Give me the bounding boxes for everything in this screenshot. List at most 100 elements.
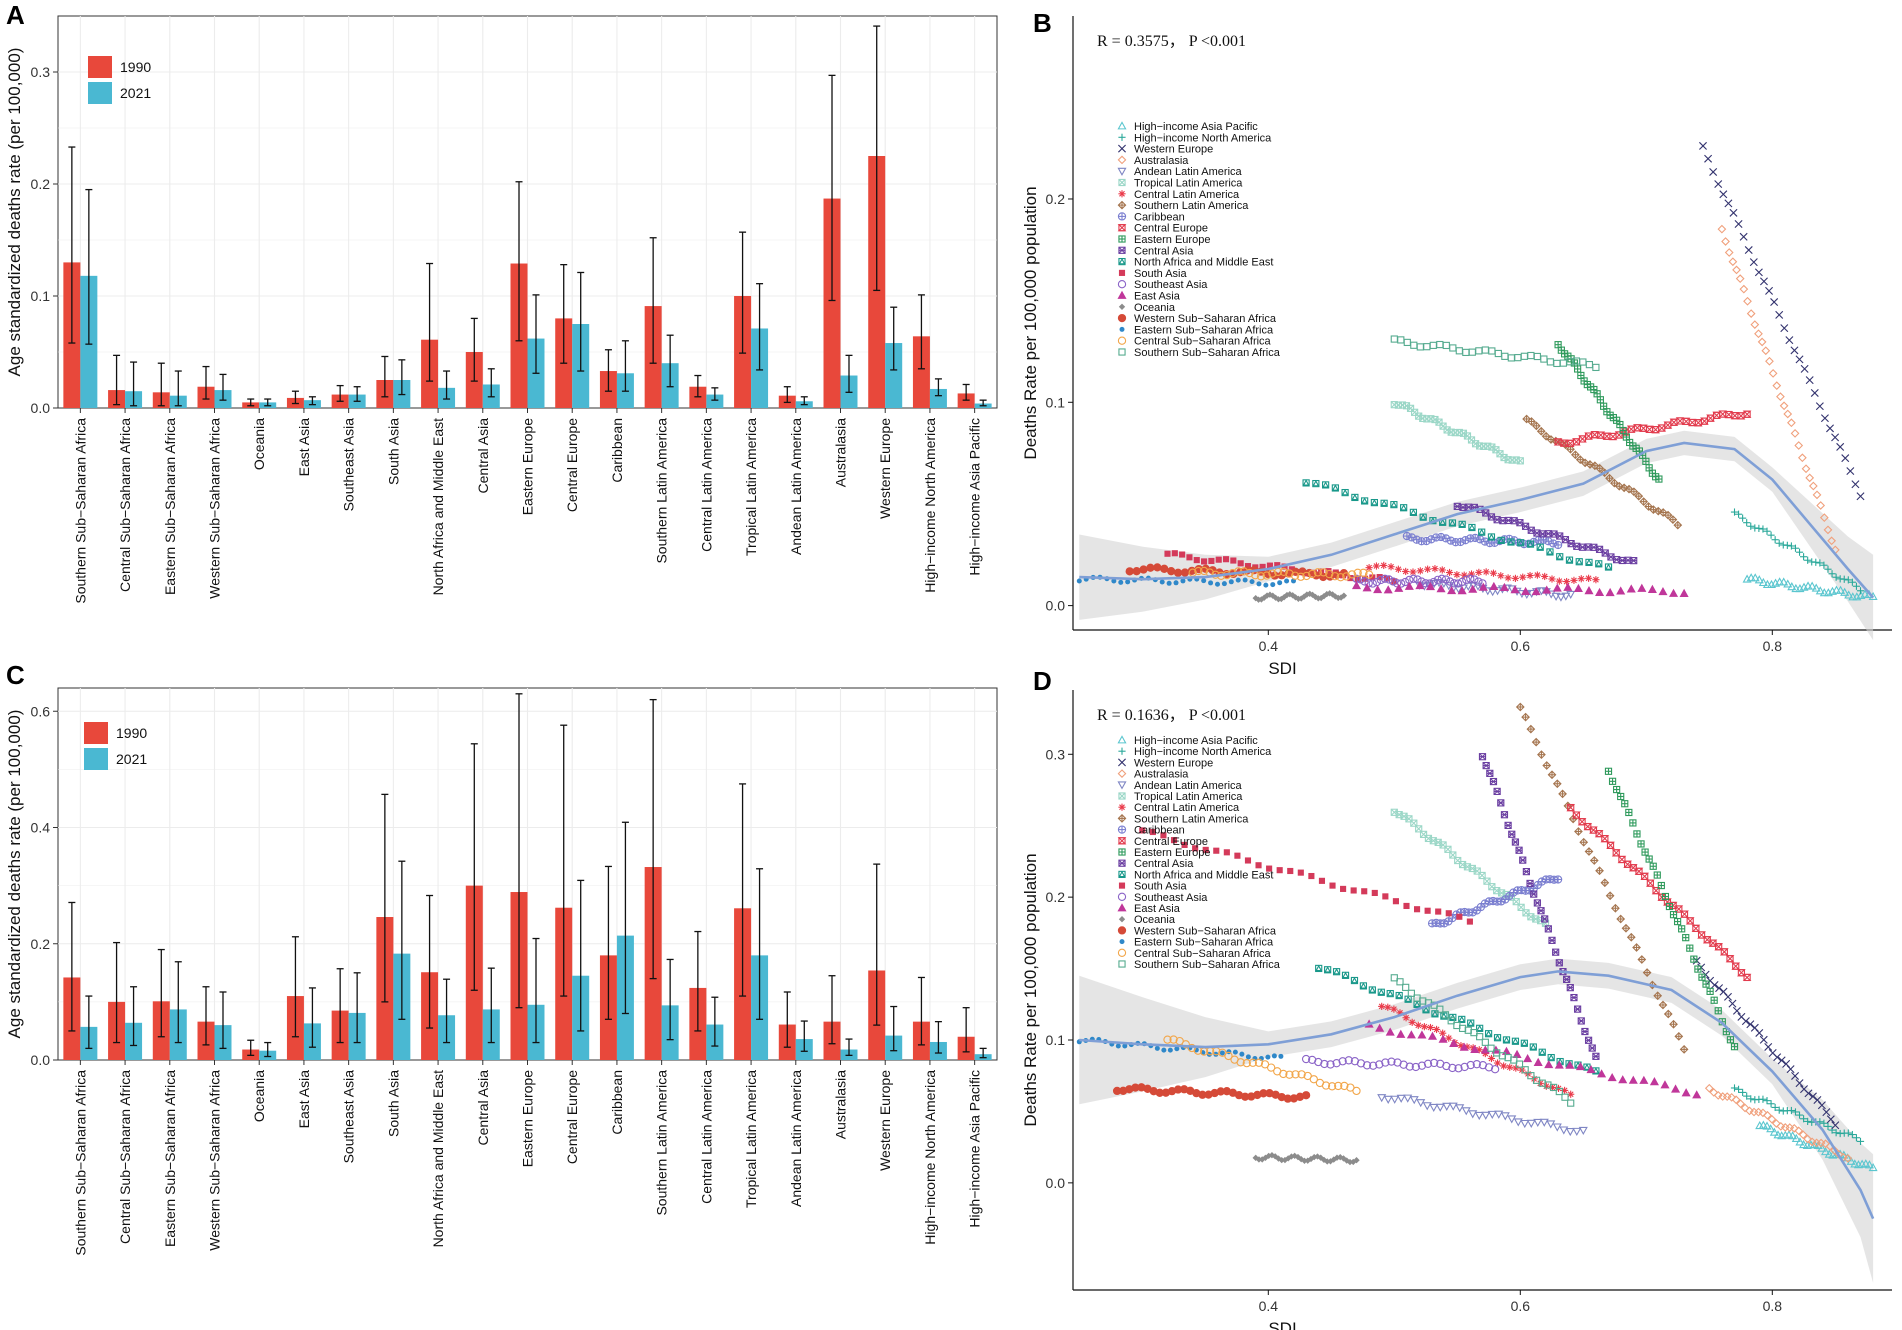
point-Central Asia: [1630, 557, 1638, 565]
point-Western Europe: [1790, 346, 1799, 355]
marker-shape: [1681, 417, 1691, 426]
point-Eastern Europe: [1702, 980, 1710, 988]
point-High−income North America: [1804, 556, 1812, 564]
marker-shape: [1373, 585, 1383, 594]
point-East Asia: [1679, 588, 1689, 597]
marker-shape: [1639, 424, 1648, 432]
marker-shape: [1769, 1127, 1779, 1136]
point-East Asia: [1660, 1080, 1670, 1089]
point-Western Europe: [1851, 480, 1860, 489]
panel-letter-c: C: [6, 660, 25, 690]
marker-shape: [1556, 593, 1566, 602]
point-Western Europe: [1719, 190, 1728, 199]
point-High−income North America: [1743, 1092, 1751, 1100]
marker-shape: [1383, 1095, 1393, 1104]
point-Australasia: [1761, 346, 1771, 356]
point-Central Latin America: [1402, 567, 1410, 576]
point-Southern Latin America: [1634, 491, 1644, 501]
marker-shape: [1454, 1064, 1463, 1073]
marker-shape: [1276, 867, 1283, 874]
point-Central Latin America: [1548, 575, 1556, 583]
point-Central Sub−Saharan Africa: [1194, 566, 1203, 576]
point-Central Asia: [1515, 846, 1523, 854]
marker-shape: [1436, 1005, 1444, 1013]
point-Southern Sub−Saharan Africa: [1510, 1056, 1518, 1064]
marker-shape: [1572, 1127, 1582, 1136]
marker-stroke: [1395, 566, 1402, 573]
point-Southern Sub−Saharan Africa: [1561, 1093, 1569, 1101]
point-Western Europe: [1826, 424, 1835, 433]
point-Western Europe: [1780, 324, 1789, 333]
category-label: Caribbean: [609, 1070, 625, 1135]
point-Andean Latin America: [1377, 1094, 1387, 1103]
point-Australasia: [1754, 329, 1763, 339]
marker-shape: [1745, 1106, 1754, 1116]
point-Eastern Europe: [1673, 917, 1682, 926]
legend-key: [1117, 814, 1127, 823]
marker-stroke: [1749, 258, 1758, 267]
legend-label-1990: 1990: [120, 59, 151, 75]
point-Western Europe: [1729, 208, 1738, 217]
marker-shape: [1319, 568, 1328, 577]
legend-label: South Asia: [1134, 268, 1187, 280]
point-Central Latin America: [1416, 567, 1424, 575]
point-Southern Latin America: [1632, 943, 1641, 952]
marker-stroke: [1739, 232, 1748, 241]
point-High−income North America: [1816, 559, 1824, 567]
point-Western Sub−Saharan Africa: [1139, 565, 1148, 574]
legend-swatch-1990: [84, 722, 108, 744]
y-tick-label: 0.2: [31, 936, 51, 952]
marker-shape: [1830, 1145, 1839, 1155]
marker-shape: [1817, 1143, 1827, 1152]
point-Andean Latin America: [1435, 1103, 1445, 1112]
category-label: Central Sub−Saharan Africa: [117, 418, 133, 592]
marker-shape: [1259, 563, 1266, 570]
point-Eastern Europe: [1593, 390, 1601, 398]
legend-key: [1117, 290, 1127, 299]
point-Central Sub−Saharan Africa: [1330, 572, 1340, 581]
point-Tropical Latin America: [1512, 898, 1520, 906]
y-axis-title: Age standardized deaths rate (per 100,00…: [5, 710, 24, 1039]
marker-shape: [1268, 569, 1277, 578]
point-Central Europe: [1651, 887, 1661, 895]
point-Central Asia: [1552, 948, 1560, 956]
marker-stroke: [1409, 1019, 1416, 1026]
marker-shape: [1762, 1121, 1772, 1130]
point-Southern Sub−Saharan Africa: [1449, 344, 1457, 352]
marker-shape: [1263, 582, 1269, 588]
marker-shape: [1499, 582, 1509, 592]
marker-shape: [1321, 1081, 1331, 1090]
marker-shape: [1583, 822, 1593, 831]
marker-shape: [1467, 1019, 1475, 1026]
point-Southern Sub−Saharan Africa: [1410, 341, 1418, 349]
point-South Asia: [1237, 560, 1244, 567]
point-Eastern Europe: [1641, 848, 1649, 856]
marker-shape: [1595, 587, 1605, 596]
point-Australasia: [1805, 473, 1815, 483]
marker-shape: [1382, 893, 1389, 900]
point-East Asia: [1586, 1064, 1596, 1074]
point-Eastern Sub−Saharan Africa: [1271, 1053, 1277, 1059]
marker-stroke: [1805, 376, 1814, 385]
marker-shape: [1488, 883, 1496, 891]
point-Southern Latin America: [1637, 955, 1647, 964]
marker-stroke: [1475, 569, 1482, 576]
point-Western Europe: [1791, 1071, 1800, 1080]
marker-shape: [1647, 584, 1657, 593]
category-label: South Asia: [385, 1070, 401, 1137]
point-High−income Asia Pacific: [1750, 573, 1760, 582]
point-North Africa and Middle East: [1409, 508, 1418, 516]
point-Central Europe: [1640, 872, 1650, 880]
point-East Asia: [1681, 1088, 1691, 1097]
point-North Africa and Middle East: [1604, 563, 1613, 571]
marker-stroke: [1445, 1035, 1452, 1042]
legend-label-2021: 2021: [116, 751, 147, 767]
marker-shape: [1076, 578, 1082, 584]
marker-stroke: [1537, 1080, 1544, 1087]
marker-shape: [1118, 882, 1126, 889]
marker-shape: [1270, 582, 1276, 588]
marker-shape: [1163, 1035, 1172, 1044]
point-Eastern Sub−Saharan Africa: [1228, 579, 1234, 585]
point-Eastern Europe: [1690, 955, 1698, 963]
category-label: Tropical Latin America: [743, 1070, 759, 1208]
